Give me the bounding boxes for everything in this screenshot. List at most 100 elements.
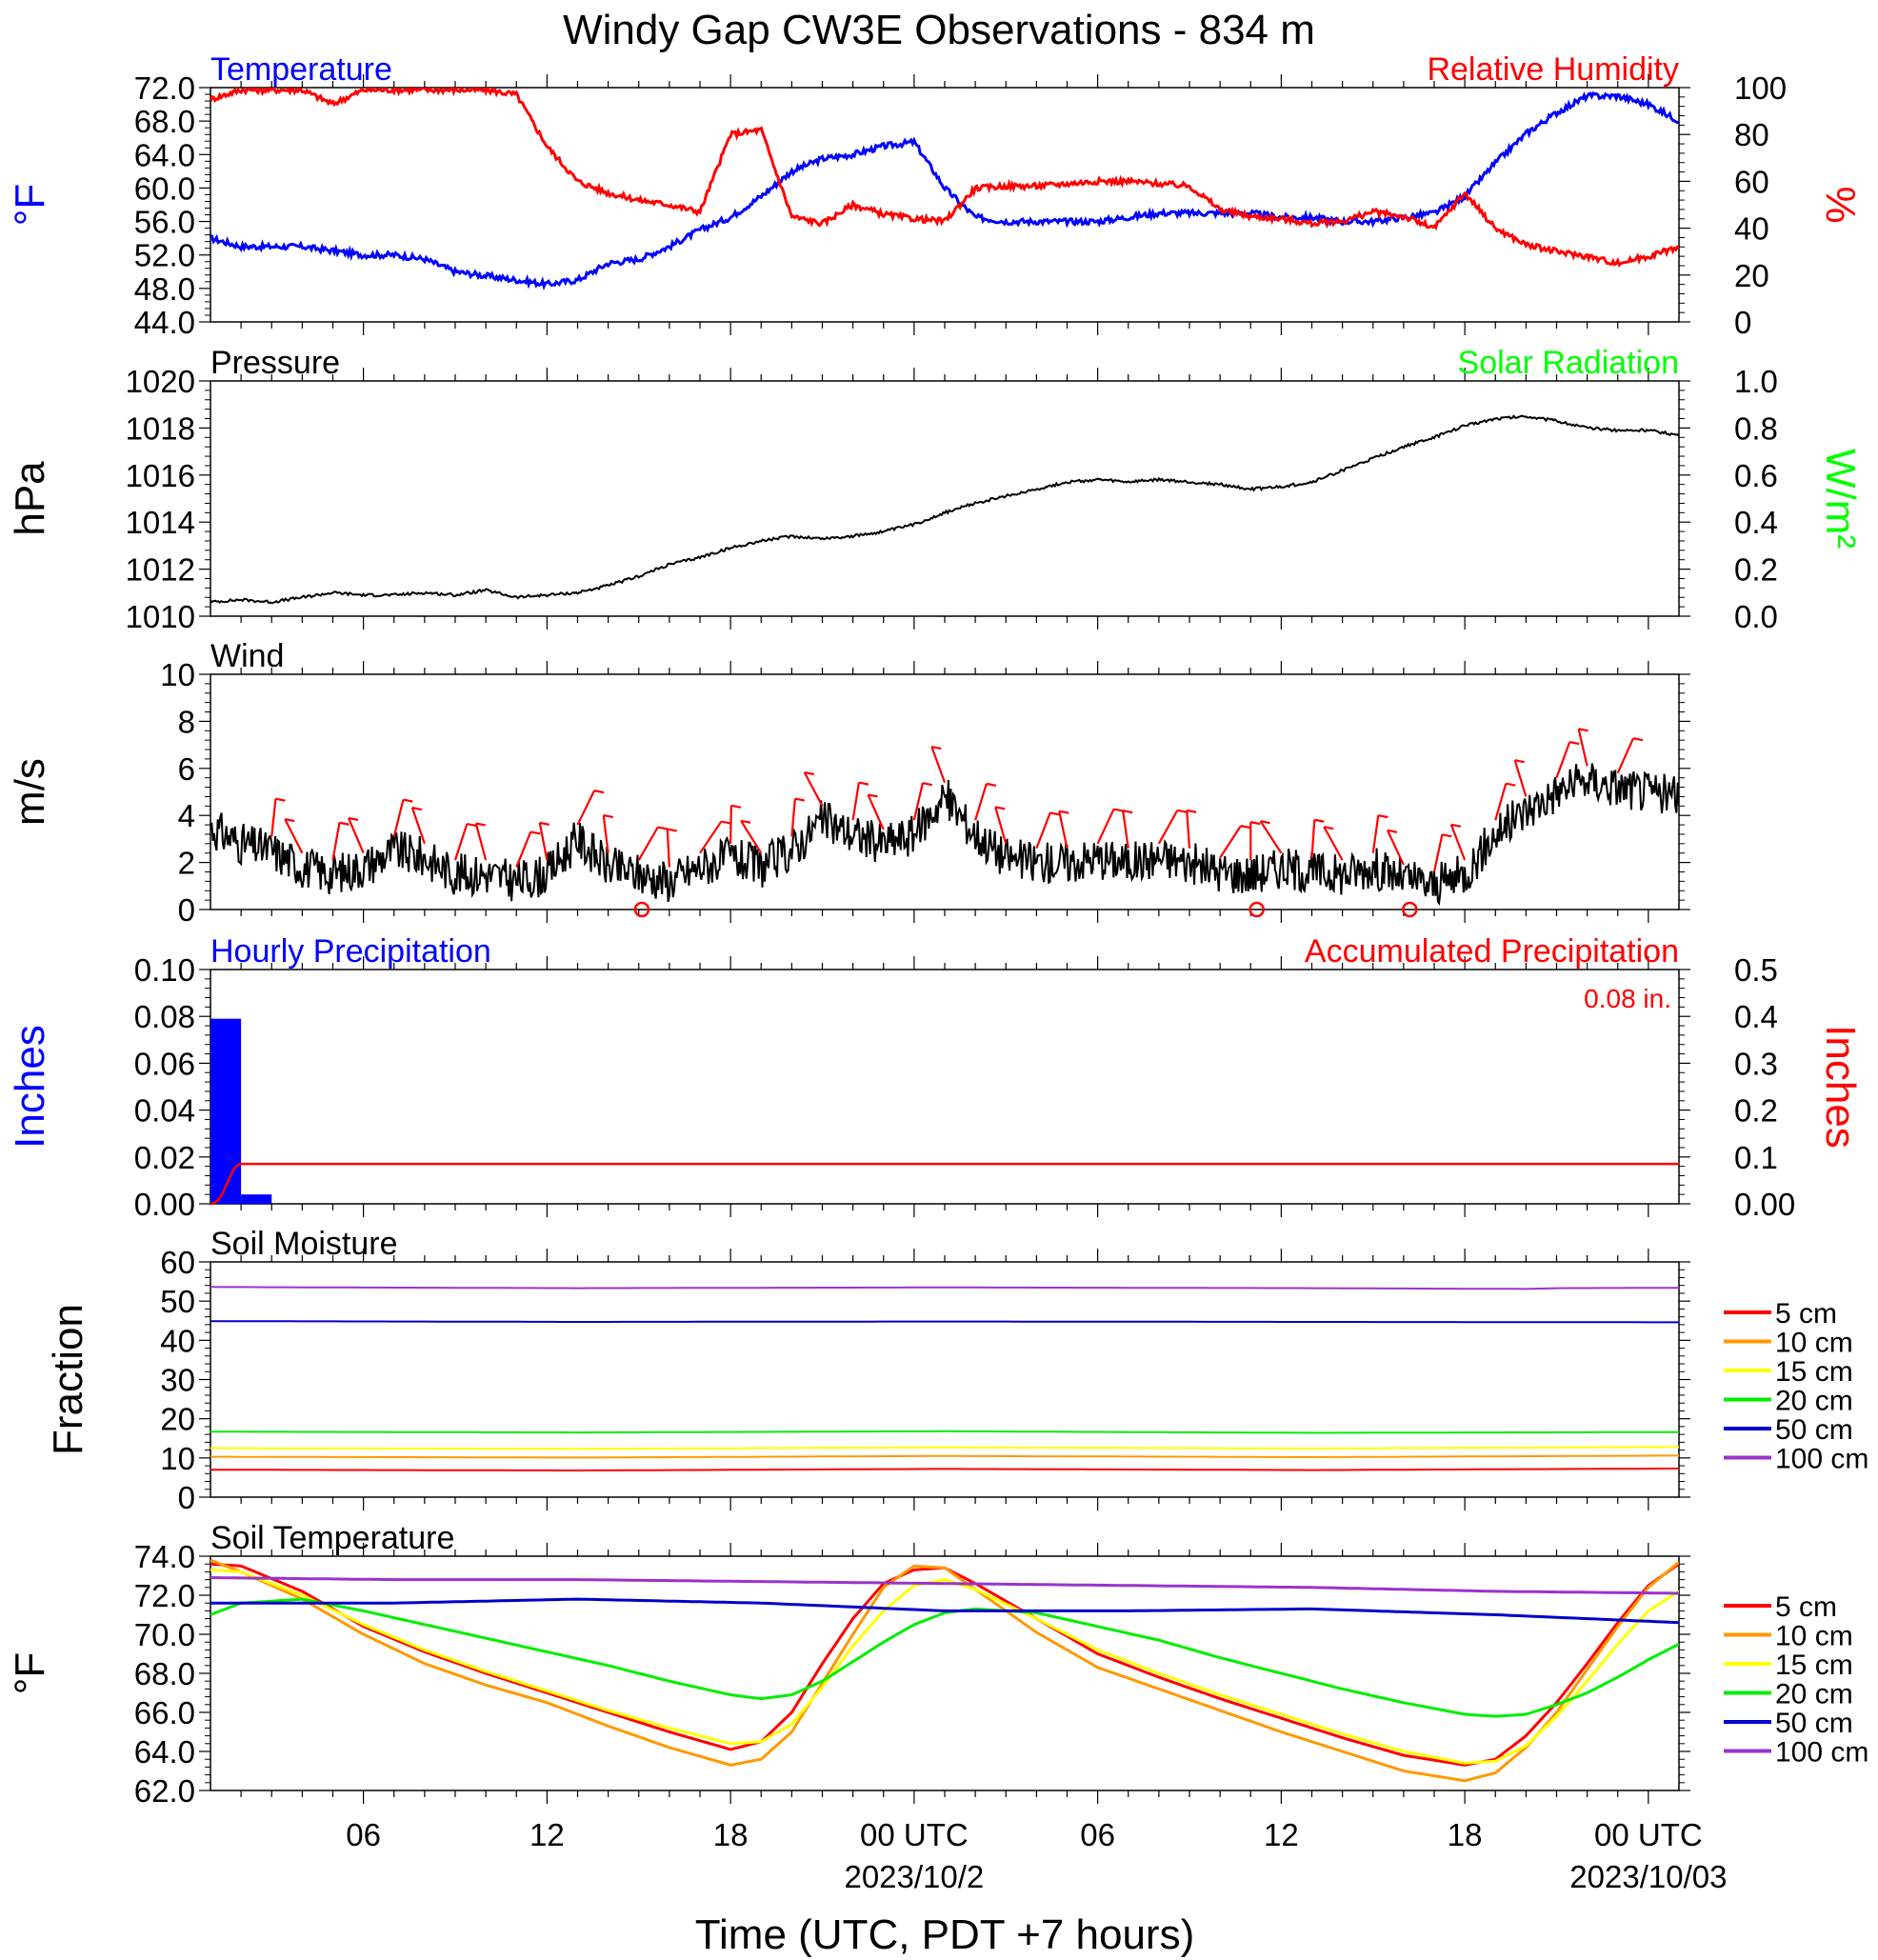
y-right-tick-label: 0.00 [1734,1187,1795,1222]
wind-barb [576,790,596,826]
wind-barb-flag [721,820,731,825]
y-tick-label: 1010 [126,599,195,634]
plot-frame [210,1261,1680,1498]
wind-barb-flag [539,821,549,826]
wind-barb-flag [986,782,997,787]
series-line-20-cm [210,1430,1679,1434]
wind-barb-flag [1260,820,1270,825]
wind-barb-flag [1049,811,1060,816]
y-axis-label-left: hPa [7,461,53,536]
y-tick-label: 10 [160,657,195,692]
y-axis-label-left: Inches [7,1025,53,1149]
wind-barb-flag [1240,825,1251,830]
series-line-10-cm [210,1454,1679,1459]
legend-label: 50 cm [1775,1414,1853,1446]
wind-barb-flag [475,822,486,827]
wind-barb [912,782,924,821]
y-tick-label: 60 [160,1245,195,1280]
y-right-tick-label: 0.1 [1734,1140,1778,1175]
wind-barb [1577,729,1588,767]
y-tick-label: 68.0 [134,104,195,139]
y-right-tick-label: 1.0 [1734,364,1778,399]
series-line-5-cm [210,1467,1679,1471]
y-tick-label: 1012 [126,552,195,588]
wind-barb [1186,810,1191,849]
series-line-50-cm [210,1320,1679,1324]
wind-barb-flag [1177,809,1188,813]
panel-2 [199,368,1690,630]
series-line-10-cm [210,1558,1679,1783]
y-right-tick-label: 0.8 [1734,410,1778,446]
y-right-tick-label: 0 [1734,305,1751,340]
wind-barb [1058,810,1069,850]
y-right-tick-label: 0.5 [1734,952,1778,988]
y-tick-label: 74.0 [134,1539,195,1574]
legend-label: 5 cm [1775,1591,1837,1623]
wind-barb-flag [1578,728,1588,732]
wind-barb [666,829,670,868]
wind-barb [1259,820,1283,854]
panel-title-left: Hourly Precipitation [210,933,491,970]
y-right-tick-label: 20 [1734,258,1769,293]
panel-title-left: Wind [210,638,284,674]
y-tick-label: 1020 [126,364,195,399]
legend-label: 100 cm [1775,1444,1868,1475]
panel-title-left: Pressure [210,345,340,381]
wind-barb-flag [1314,818,1325,823]
y-tick-label: 64.0 [134,1734,195,1770]
y-tick-label: 0.06 [134,1046,195,1081]
wind-barb [1157,810,1179,845]
y-tick-label: 0.10 [134,952,195,988]
panel-6 [199,1543,1771,1804]
x-tick-label: 00 UTC [860,1817,969,1852]
y-tick-label: 66.0 [134,1695,195,1730]
wind-barb-flag [740,819,751,824]
y-tick-label: 60.0 [134,170,195,206]
y-tick-label: 30 [160,1363,195,1398]
wind-barb [930,746,947,783]
x-date-label: 2023/10/2 [844,1859,984,1894]
wind-barb [515,831,532,868]
wind-barb-flag [794,797,806,802]
series-line-50-cm [210,1597,1679,1625]
y-axis-label-left: °F [7,184,53,226]
calm-wind-circle [1249,901,1265,918]
y-right-tick-label: 100 [1734,70,1787,106]
series-line-100-cm [210,1286,1679,1290]
wind-barb-flag [1324,826,1334,830]
wind-barb [1449,824,1467,861]
series-line-wind [210,763,1679,907]
calm-wind-circle [633,901,650,918]
y-tick-label: 72.0 [134,1578,195,1613]
wind-barb-flag [1186,809,1197,813]
wind-barb-flag [657,826,668,830]
wind-barb [392,799,405,837]
wind-barb-flag [403,798,413,803]
wind-barb [974,783,988,821]
y-tick-label: 10 [160,1441,195,1476]
precip-bar [210,1018,242,1204]
wind-barb [1513,759,1528,797]
wind-barb-flag [603,813,613,819]
precip-bar [241,1194,272,1204]
x-date-label: 2023/10/03 [1569,1859,1727,1894]
y-right-tick-label: 60 [1734,164,1769,199]
wind-barb [1386,830,1405,866]
y-tick-label: 0 [178,1480,195,1515]
panel-4 [199,956,1690,1217]
wind-barb-flag [1058,810,1069,814]
series-line-relative-humidity [210,88,1679,268]
calm-wind-circle [1402,901,1418,918]
y-axis-label-left: m/s [7,758,53,826]
y-tick-label: 2 [178,846,195,881]
y-tick-label: 1014 [126,505,195,540]
wind-barb [1122,810,1129,849]
wind-barb [602,814,609,853]
wind-barb-flag [1387,829,1398,833]
wind-barb-flag [530,830,541,835]
wind-barb [453,823,469,861]
wind-barb [790,798,796,837]
legend-label: 15 cm [1775,1356,1853,1388]
